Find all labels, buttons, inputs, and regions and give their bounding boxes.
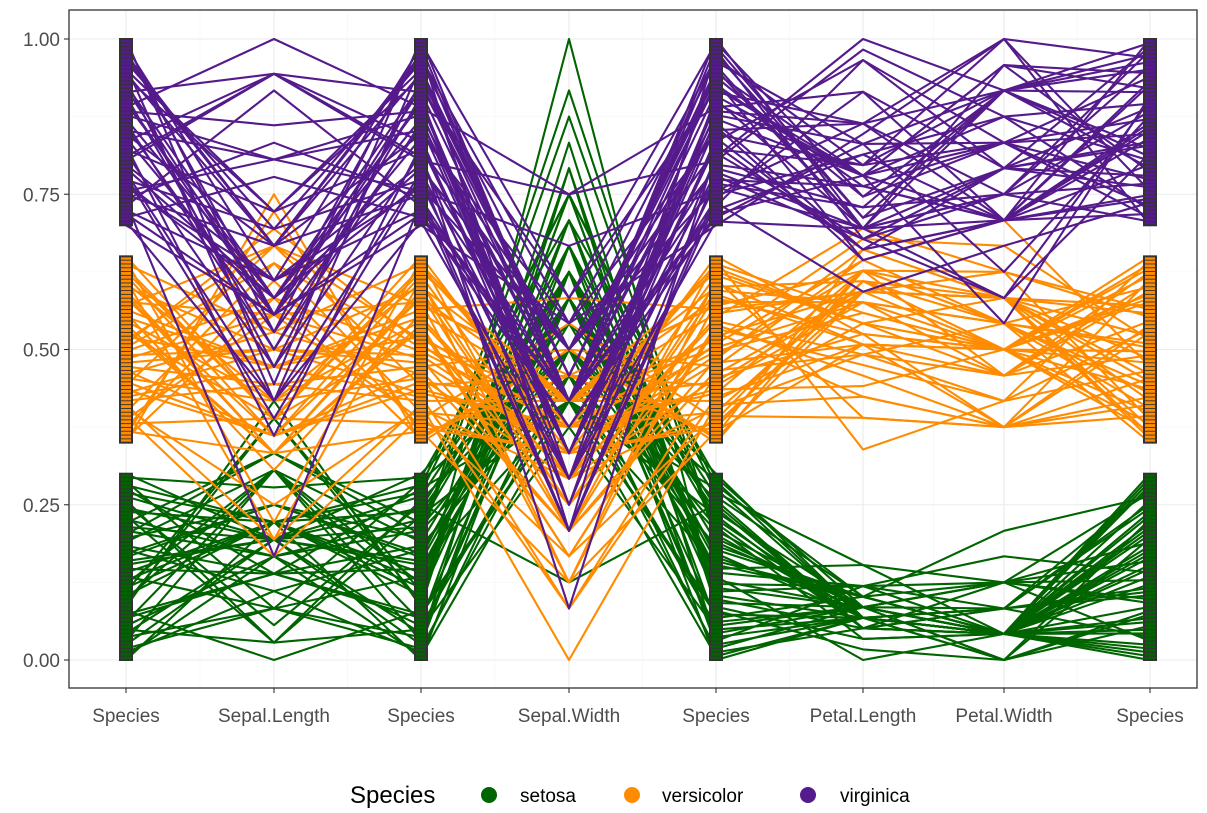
x-axis: Species Sepal.Length Species Sepal.Width Spe… (92, 688, 1184, 727)
species-band-versicolor (1143, 255, 1157, 444)
y-tick-label: 0.00 (23, 651, 60, 672)
legend-label-versicolor: versicolor (662, 786, 744, 807)
legend-label-setosa: setosa (520, 786, 576, 807)
band-box-virginica (1143, 38, 1157, 227)
band-box-virginica (709, 38, 723, 227)
data-line-versicolor (125, 248, 1151, 532)
species-band-setosa (709, 472, 723, 662)
data-line-versicolor (125, 280, 1151, 403)
x-tick-label: Sepal.Width (518, 706, 620, 727)
band-box-setosa (1143, 472, 1157, 662)
data-line-virginica (125, 45, 1151, 403)
data-line-virginica (125, 53, 1151, 403)
data-line-virginica (125, 110, 1151, 455)
x-tick-label: Species (1116, 706, 1184, 727)
data-line-virginica (125, 64, 1151, 480)
x-tick-label: Sepal.Length (218, 706, 330, 727)
x-tick-label: Petal.Width (955, 706, 1052, 727)
data-line-setosa (125, 115, 1151, 662)
legend-key-versicolor (624, 787, 640, 803)
data-line-setosa (125, 348, 1151, 644)
species-band-setosa (119, 472, 133, 662)
y-tick-label: 0.50 (23, 341, 60, 362)
band-box-virginica (414, 38, 428, 227)
species-band-versicolor (709, 255, 723, 444)
band-box-setosa (709, 472, 723, 662)
data-line-versicolor (125, 332, 1151, 480)
data-line-virginica (125, 64, 1151, 455)
data-line-versicolor (125, 244, 1151, 377)
band-box-versicolor (414, 255, 428, 444)
y-axis: 0.00 0.25 0.50 0.75 1.00 (23, 30, 69, 672)
series-virginica (125, 37, 1151, 610)
data-line-virginica (125, 201, 1151, 558)
data-line-versicolor (125, 259, 1151, 532)
species-band-versicolor (119, 255, 133, 444)
data-line-versicolor (125, 269, 1151, 455)
data-line-virginica (125, 49, 1151, 532)
data-line-virginica (125, 60, 1151, 351)
data-line-versicolor (125, 289, 1151, 506)
data-line-setosa (125, 503, 1151, 630)
data-line-setosa (125, 296, 1151, 635)
data-line-versicolor (125, 266, 1151, 429)
data-line-virginica (125, 117, 1151, 455)
y-tick-label: 0.75 (23, 185, 60, 206)
data-line-virginica (125, 37, 1151, 325)
x-tick-label: Petal.Length (810, 706, 917, 727)
data-line-virginica (125, 37, 1151, 196)
y-tick-label: 1.00 (23, 30, 60, 51)
legend: Species setosa versicolor virginica (350, 782, 910, 809)
data-line-virginica (125, 153, 1151, 532)
data-lines (125, 37, 1151, 662)
data-line-virginica (125, 167, 1151, 532)
band-box-setosa (414, 472, 428, 662)
legend-key-setosa (481, 787, 497, 803)
x-tick-label: Species (682, 706, 750, 727)
band-box-virginica (119, 38, 133, 227)
band-box-versicolor (119, 255, 133, 444)
legend-title: Species (350, 782, 435, 809)
band-box-versicolor (709, 255, 723, 444)
legend-key-virginica (800, 787, 816, 803)
data-line-versicolor (125, 331, 1151, 506)
band-box-setosa (119, 472, 133, 662)
data-line-versicolor (125, 290, 1151, 472)
data-line-virginica (125, 41, 1151, 334)
data-line-virginica (125, 72, 1151, 403)
y-tick-label: 0.25 (23, 496, 60, 517)
data-line-virginica (125, 121, 1151, 403)
species-band-setosa (414, 472, 428, 662)
data-line-virginica (125, 152, 1151, 610)
data-line-virginica (125, 59, 1151, 403)
data-line-versicolor (125, 290, 1151, 455)
data-line-virginica (125, 113, 1151, 403)
legend-label-virginica: virginica (840, 786, 910, 807)
species-band-virginica (119, 38, 133, 227)
data-line-virginica (125, 37, 1151, 506)
data-line-virginica (125, 37, 1151, 325)
band-box-versicolor (1143, 255, 1157, 444)
x-tick-label: Species (387, 706, 455, 727)
x-tick-label: Species (92, 706, 160, 727)
species-band-virginica (1143, 38, 1157, 227)
species-band-virginica (414, 38, 428, 227)
data-line-virginica (125, 37, 1151, 403)
species-band-setosa (1143, 472, 1157, 662)
data-line-virginica (125, 79, 1151, 403)
species-band-versicolor (414, 255, 428, 444)
data-line-virginica (125, 94, 1151, 506)
species-bands (119, 38, 1157, 662)
species-band-virginica (709, 38, 723, 227)
